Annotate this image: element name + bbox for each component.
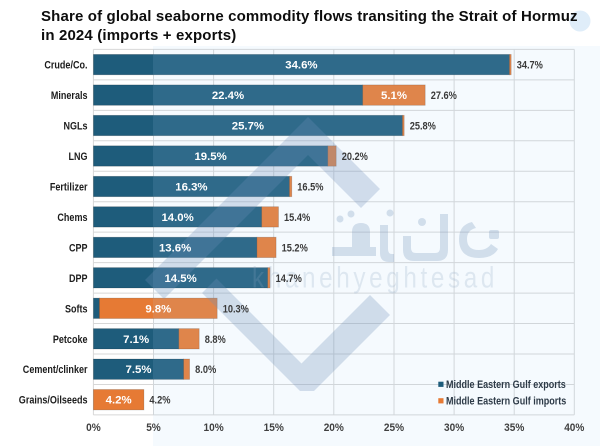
svg-text:16.3%: 16.3% — [175, 182, 207, 194]
svg-text:10%: 10% — [204, 422, 224, 434]
svg-text:40%: 40% — [564, 422, 584, 434]
svg-text:14.5%: 14.5% — [164, 273, 196, 285]
svg-text:25.7%: 25.7% — [232, 121, 264, 133]
svg-text:Crude/Co.: Crude/Co. — [44, 60, 87, 72]
svg-text:7.5%: 7.5% — [126, 364, 152, 376]
svg-text:Minerals: Minerals — [51, 90, 88, 102]
svg-text:Middle Eastern Gulf imports: Middle Eastern Gulf imports — [446, 396, 566, 408]
svg-text:5.1%: 5.1% — [381, 90, 407, 102]
svg-text:20.2%: 20.2% — [342, 151, 368, 163]
svg-text:22.4%: 22.4% — [212, 90, 244, 102]
svg-text:LNG: LNG — [69, 151, 88, 163]
svg-text:34.7%: 34.7% — [517, 60, 543, 72]
svg-text:27.6%: 27.6% — [431, 90, 457, 102]
svg-text:8.0%: 8.0% — [195, 364, 216, 376]
svg-text:19.5%: 19.5% — [194, 151, 226, 163]
svg-text:4.2%: 4.2% — [149, 395, 170, 407]
svg-text:9.8%: 9.8% — [145, 303, 171, 315]
svg-text:30%: 30% — [444, 422, 464, 434]
svg-text:0%: 0% — [86, 422, 101, 434]
svg-text:15.4%: 15.4% — [284, 212, 310, 224]
svg-text:DPP: DPP — [69, 273, 88, 285]
svg-text:34.6%: 34.6% — [285, 60, 317, 72]
svg-text:20%: 20% — [324, 422, 344, 434]
svg-text:14.0%: 14.0% — [161, 212, 193, 224]
svg-text:Fertilizer: Fertilizer — [50, 182, 88, 194]
svg-text:25%: 25% — [384, 422, 404, 434]
svg-text:13.6%: 13.6% — [159, 242, 191, 254]
svg-text:5%: 5% — [146, 422, 161, 434]
svg-text:CPP: CPP — [69, 242, 88, 254]
svg-text:Cement/clinker: Cement/clinker — [23, 364, 88, 376]
svg-text:15%: 15% — [264, 422, 284, 434]
svg-text:Softs: Softs — [65, 303, 88, 315]
svg-text:khanehyeghtesad: khanehyeghtesad — [252, 262, 498, 295]
svg-text:Grains/Oilseeds: Grains/Oilseeds — [19, 395, 88, 407]
svg-text:NGLs: NGLs — [64, 121, 88, 133]
svg-text:14.7%: 14.7% — [276, 273, 302, 285]
svg-text:7.1%: 7.1% — [123, 334, 149, 346]
svg-text:15.2%: 15.2% — [282, 242, 308, 254]
svg-text:10.3%: 10.3% — [223, 303, 249, 315]
svg-text:Petcoke: Petcoke — [53, 334, 88, 346]
svg-text:8.8%: 8.8% — [205, 334, 226, 346]
svg-text:Chems: Chems — [57, 212, 87, 224]
svg-text:16.5%: 16.5% — [297, 182, 323, 194]
svg-text:25.8%: 25.8% — [410, 121, 436, 133]
svg-text:4.2%: 4.2% — [106, 395, 132, 407]
svg-text:35%: 35% — [504, 422, 524, 434]
svg-text:Middle Eastern Gulf exports: Middle Eastern Gulf exports — [446, 379, 566, 391]
